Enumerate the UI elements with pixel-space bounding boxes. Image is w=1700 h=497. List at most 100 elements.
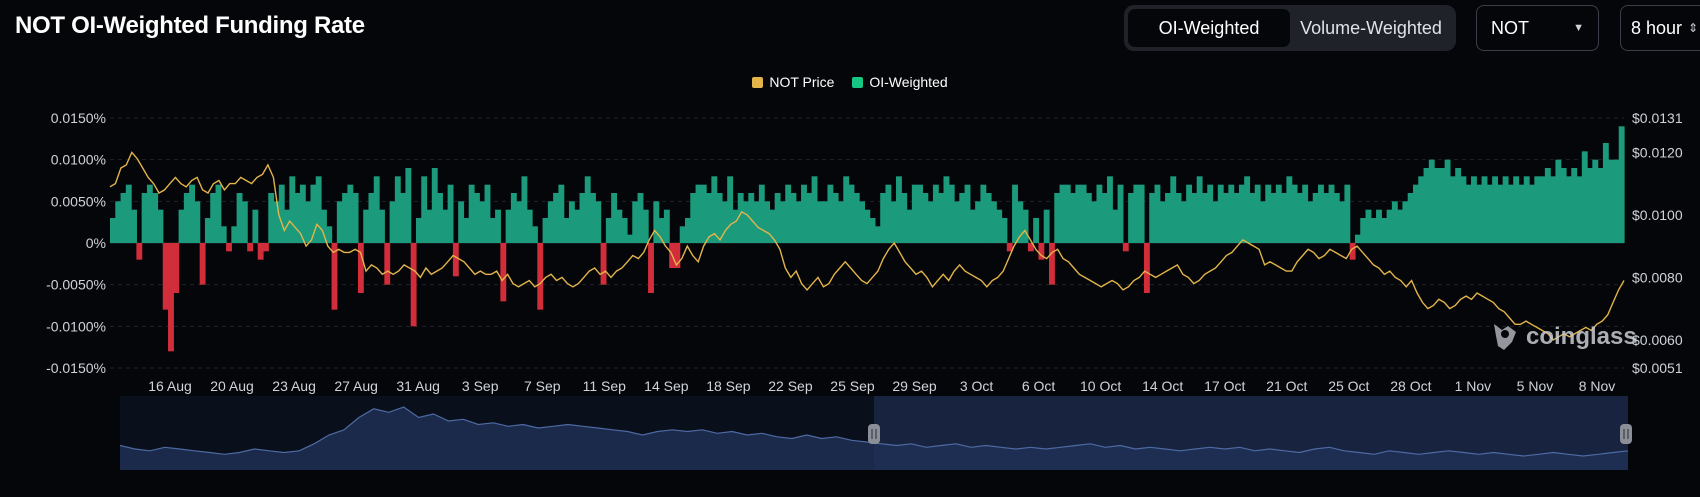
funding-rate-bar <box>1149 193 1156 243</box>
funding-rate-bar <box>1212 201 1219 243</box>
funding-rate-bar <box>1254 184 1261 243</box>
funding-rate-bar <box>125 184 132 243</box>
funding-rate-bar <box>141 193 148 243</box>
funding-rate-bar <box>1075 184 1082 243</box>
funding-rate-bar <box>431 168 438 243</box>
funding-rate-bar <box>769 209 776 243</box>
funding-rate-bar <box>421 176 428 243</box>
x-tick-label: 14 Sep <box>644 378 689 394</box>
funding-rate-bar <box>1244 176 1251 243</box>
funding-rate-bar <box>964 184 971 243</box>
x-tick-label: 21 Oct <box>1266 378 1307 394</box>
funding-rate-bar <box>194 201 201 243</box>
legend-item-price[interactable]: NOT Price <box>752 74 834 90</box>
funding-rate-bar <box>954 201 960 243</box>
funding-rate-bar <box>1486 184 1493 243</box>
x-tick-label: 25 Oct <box>1328 378 1369 394</box>
x-tick-label: 8 Nov <box>1579 378 1616 394</box>
funding-rate-bar <box>1444 159 1451 243</box>
funding-rate-bar <box>748 193 755 243</box>
funding-rate-bar <box>289 176 296 243</box>
funding-rate-bar <box>299 184 306 243</box>
funding-rate-bar <box>1281 193 1287 243</box>
funding-rate-bar <box>447 184 454 243</box>
funding-rate-bar <box>859 201 865 243</box>
funding-rate-bar <box>927 201 934 243</box>
funding-rate-bar <box>247 243 254 252</box>
symbol-select-value: NOT <box>1491 17 1529 38</box>
funding-rate-bar <box>563 218 570 243</box>
funding-rate-bar <box>658 218 665 243</box>
symbol-select[interactable]: NOT ▼ <box>1476 5 1599 51</box>
funding-rate-bar <box>1038 243 1045 260</box>
x-tick-label: 11 Sep <box>583 378 627 394</box>
legend-label-price: NOT Price <box>769 74 835 90</box>
funding-rate-bar <box>468 184 475 243</box>
funding-rate-bar <box>758 184 765 243</box>
funding-rate-bar <box>590 193 596 243</box>
x-tick-label: 28 Oct <box>1390 378 1431 394</box>
funding-rate-bar <box>131 209 137 243</box>
funding-rate-bar <box>706 193 712 243</box>
legend-item-oi-weighted[interactable]: OI-Weighted <box>852 74 948 90</box>
funding-rate-bar <box>1107 176 1113 243</box>
x-tick-label: 27 Aug <box>334 378 378 394</box>
funding-rate-bar <box>521 176 528 243</box>
funding-rate-bar <box>357 243 364 293</box>
funding-rate-bar <box>146 184 153 243</box>
funding-rate-bar <box>1602 143 1609 243</box>
funding-rate-bar <box>869 218 876 243</box>
funding-rate-bar <box>1339 201 1346 243</box>
funding-rate-bar <box>611 193 618 243</box>
x-tick-label: 1 Nov <box>1455 378 1492 394</box>
x-tick-label: 29 Sep <box>892 378 937 394</box>
price-line-group <box>109 151 1625 341</box>
funding-rate-bar <box>558 184 565 243</box>
funding-rate-bar <box>1381 218 1388 243</box>
funding-rate-bar <box>626 234 633 243</box>
funding-rate-bar <box>663 209 670 243</box>
funding-rate-bar <box>1249 193 1256 243</box>
volume-weighted-tab[interactable]: Volume-Weighted <box>1300 17 1442 38</box>
legend-swatch-oi-weighted <box>852 76 864 88</box>
up-down-caret-icon: ⇕ <box>1688 21 1699 35</box>
y-right-tick-label: $0.0100 <box>1632 207 1683 223</box>
funding-rate-bar <box>215 184 222 243</box>
funding-rate-bar <box>278 184 285 243</box>
funding-rate-bar <box>1365 209 1372 243</box>
navigator-handle-right[interactable] <box>1620 424 1632 444</box>
funding-rate-bar <box>389 201 396 243</box>
funding-rate-bar <box>1476 184 1483 243</box>
funding-rate-bar <box>526 209 533 243</box>
legend-label-oi-weighted: OI-Weighted <box>869 74 948 90</box>
funding-rate-bar <box>816 201 823 243</box>
funding-rate-bar <box>305 201 312 243</box>
funding-rate-bar <box>637 193 644 243</box>
funding-rate-bar <box>753 201 760 243</box>
funding-rate-bar <box>1391 201 1398 243</box>
x-tick-label: 22 Sep <box>768 378 813 394</box>
funding-rate-bar <box>990 201 997 243</box>
oi-weighted-tab[interactable]: OI-Weighted <box>1128 9 1290 47</box>
funding-rate-bar <box>806 193 813 243</box>
funding-rate-bar <box>848 184 855 243</box>
watermark-text: coinglass <box>1526 323 1637 350</box>
funding-rate-area <box>110 126 1625 352</box>
funding-rate-bar <box>906 209 913 243</box>
funding-rate-bar <box>600 243 607 285</box>
funding-rate-bar <box>1238 184 1245 243</box>
funding-rate-bar <box>795 201 802 243</box>
interval-select-value: 8 hour <box>1631 17 1683 38</box>
funding-rate-bar <box>1550 176 1557 243</box>
funding-rate-bar <box>226 243 232 252</box>
funding-rate-bar <box>811 176 818 243</box>
funding-rate-bar <box>1080 184 1087 243</box>
y-right-tick-label: $0.0120 <box>1632 144 1683 160</box>
funding-rate-bar <box>1064 184 1071 243</box>
funding-rate-bar <box>479 201 486 243</box>
funding-rate-bar <box>342 193 348 243</box>
interval-select[interactable]: 8 hour ⇕ <box>1620 5 1700 51</box>
funding-rate-bar <box>336 201 343 243</box>
navigator-handle-left[interactable] <box>868 424 880 444</box>
